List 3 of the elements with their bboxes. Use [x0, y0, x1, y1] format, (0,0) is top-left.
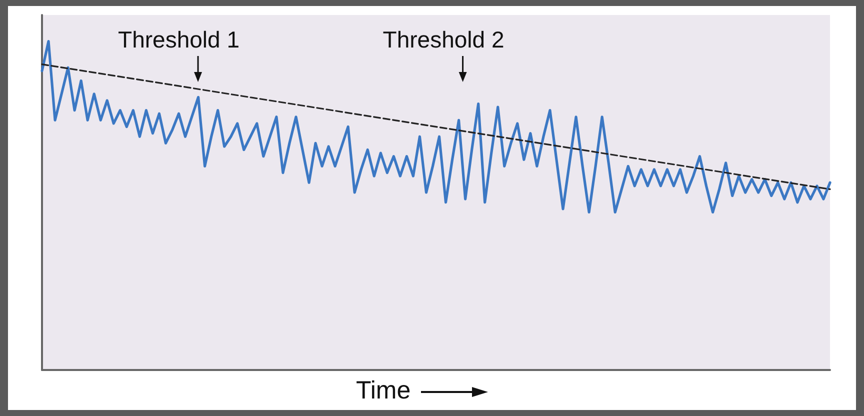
annotation: Threshold 2	[382, 26, 504, 52]
x-axis-title: Time	[356, 376, 411, 404]
annotation: Threshold 1	[118, 26, 240, 52]
